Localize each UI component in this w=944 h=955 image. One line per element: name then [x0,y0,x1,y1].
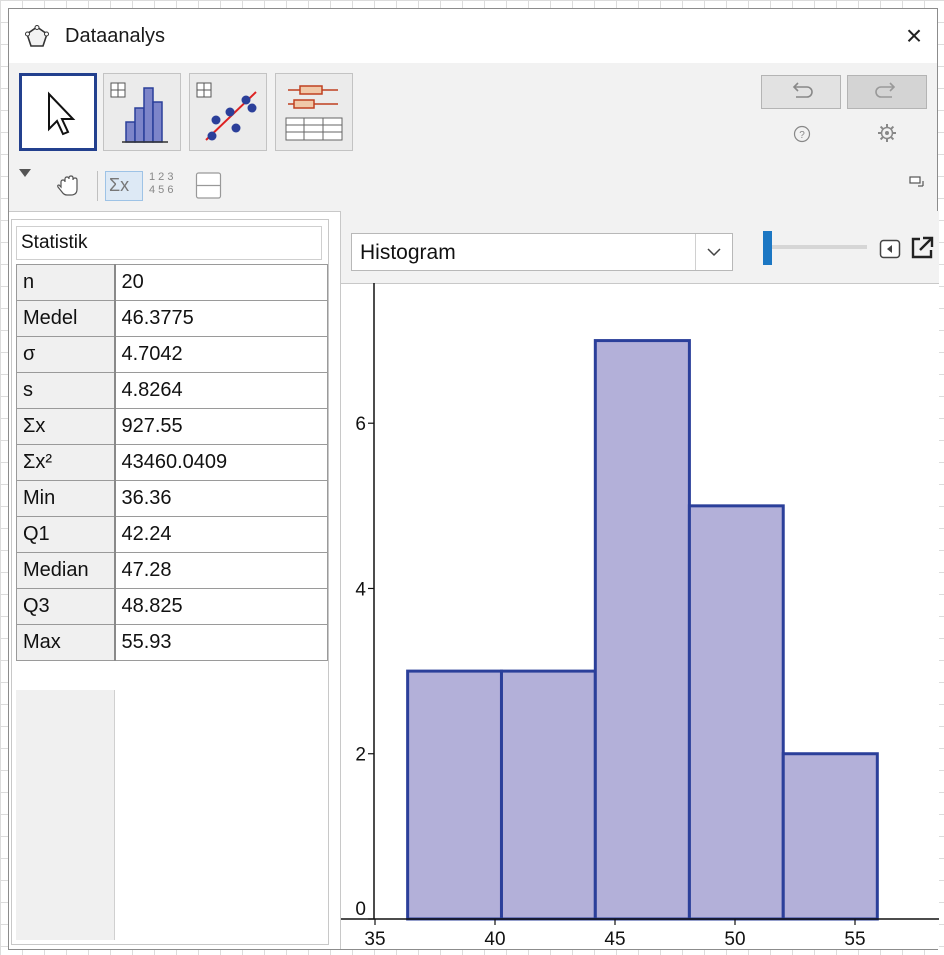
data-table-toggle-button[interactable]: 1 2 3 4 5 6 [149,171,189,201]
scatter-regression-icon [196,82,257,141]
grid-label-top: 1 2 3 [149,171,174,183]
statistics-panel: Statistik n 20 Medel 46.3775 σ 4.7042 s 4.8264 Σ… [11,219,329,945]
statistics-row: s 4.8264 [16,372,328,409]
statistics-title: Statistik [16,226,322,260]
x-tick-label: 35 [364,929,385,949]
main-toolbar: ? [9,63,937,162]
two-panel-layout-icon[interactable] [195,171,223,201]
statistic-label: σ [16,336,116,373]
move-tool-button[interactable] [19,73,97,151]
statistic-label: s [16,372,116,409]
sub-toolbar: Σx 1 2 3 4 5 6 [9,161,937,212]
y-tick-label: 2 [355,745,366,766]
toolbar-separator [97,171,98,201]
statistic-value[interactable]: 43460.0409 [114,444,328,481]
statistics-row: Medel 46.3775 [16,300,328,337]
y-tick-label: 4 [355,579,366,600]
statistic-label: Min [16,480,116,517]
statistic-value[interactable]: 48.825 [114,588,328,625]
svg-text:?: ? [799,130,805,141]
statistic-label: Median [16,552,116,589]
chart-type-value: Histogram [360,241,456,264]
statistic-label: Σx [16,408,116,445]
statistic-label: Max [16,624,116,661]
statistic-value[interactable]: 55.93 [114,624,328,661]
y-tick-label: 6 [355,414,366,435]
sum-x-label: Σx [109,175,130,195]
gear-icon[interactable] [877,123,897,143]
statistics-table: n 20 Medel 46.3775 σ 4.7042 s 4.8264 Σx 927.55 Σx²… [16,264,328,661]
row-header-fill [16,690,115,940]
x-tick-label: 50 [724,929,745,949]
histogram-bar [687,504,785,921]
statistic-value[interactable]: 47.28 [114,552,328,589]
statistics-row: Σx² 43460.0409 [16,444,328,481]
statistics-row: Q1 42.24 [16,516,328,553]
arrow-cursor-icon [48,91,76,136]
close-button[interactable]: × [905,20,923,51]
statistics-row: σ 4.7042 [16,336,328,373]
statistic-value[interactable]: 4.8264 [114,372,328,409]
data-analysis-window: Dataanalys × [8,8,939,950]
histogram-bar [406,669,503,921]
statistic-value[interactable]: 46.3775 [114,300,328,337]
histogram-table-icon [110,82,168,143]
undo-button[interactable] [761,75,841,109]
title-bar: Dataanalys × [9,9,937,63]
multi-variable-analysis-button[interactable] [275,73,353,151]
plot-panel: Histogram 35 40 45 50 55 0 2 4 6 [340,211,939,949]
histogram-bar [593,339,691,921]
statistics-row: n 20 [16,264,328,301]
redo-icon [875,82,896,98]
histogram-bar [781,752,879,921]
statistic-label: n [16,264,116,301]
undo-icon [792,82,813,98]
statistic-label: Medel [16,300,116,337]
statistic-value[interactable]: 42.24 [114,516,328,553]
x-tick-label: 40 [484,929,505,949]
pentagon-app-icon [25,25,49,47]
grid-label-bottom: 4 5 6 [149,184,174,196]
statistic-label: Q1 [16,516,116,553]
statistics-row: Median 47.28 [16,552,328,589]
window-title: Dataanalys [65,25,166,47]
statistics-row: Max 55.93 [16,624,328,661]
statistics-row: Q3 48.825 [16,588,328,625]
bin-width-slider[interactable] [761,225,871,265]
x-tick-label: 55 [844,929,865,949]
histogram-chart: 35 40 45 50 55 0 2 4 6 [341,283,939,949]
chart-type-select[interactable]: Histogram [351,233,733,271]
triangle-down-icon[interactable] [19,169,31,179]
help-icon[interactable]: ? [793,125,811,143]
boxplot-table-icon [285,85,343,141]
y-tick-label: 0 [355,899,366,920]
statistic-value[interactable]: 20 [114,264,328,301]
statistics-row: Min 36.36 [16,480,328,517]
statistic-label: Q3 [16,588,116,625]
statistic-value[interactable]: 4.7042 [114,336,328,373]
expand-panel-icon[interactable] [909,175,925,189]
statistic-value[interactable]: 36.36 [114,480,328,517]
statistic-value[interactable]: 927.55 [114,408,328,445]
histogram-bar [499,669,597,921]
hand-drag-icon[interactable] [55,173,83,199]
statistics-toggle-button[interactable]: Σx [105,171,143,201]
plot-header: Histogram [341,211,939,284]
two-variable-regression-button[interactable] [189,73,267,151]
export-icon[interactable] [909,235,935,261]
redo-button[interactable] [847,75,927,109]
x-tick-label: 45 [604,929,625,949]
statistics-row: Σx 927.55 [16,408,328,445]
chevron-down-icon [695,234,732,270]
collapse-left-icon[interactable] [879,239,901,259]
one-variable-analysis-button[interactable] [103,73,181,151]
statistic-label: Σx² [16,444,116,481]
